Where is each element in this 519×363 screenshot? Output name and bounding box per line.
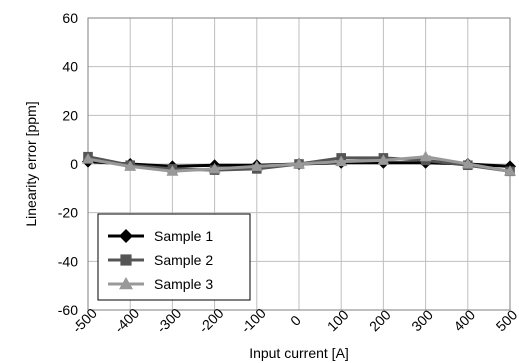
triangle-marker [461,158,474,169]
series [82,150,516,177]
legend-label: Sample 3 [154,276,213,292]
legend-label: Sample 2 [154,252,213,268]
x-tick-label: 200 [366,306,394,334]
triangle-marker [335,155,348,167]
y-tick-label: -40 [58,253,78,269]
y-tick-label: 40 [62,59,78,75]
legend-label: Sample 1 [154,228,213,244]
x-tick-label: 500 [493,306,519,334]
y-tick-label: 60 [62,10,78,26]
triangle-marker [504,165,516,176]
legend-entry: Sample 1 [108,228,213,244]
legend: Sample 1 Sample 2 Sample 3 [97,213,251,301]
triangle-marker [293,158,305,169]
diamond-marker [119,229,133,243]
legend-entry: Sample 3 [108,276,213,292]
triangle-marker [119,277,133,290]
x-tick-label: 300 [408,306,436,334]
series-3 [82,150,516,176]
square-marker [120,254,132,266]
y-tick-label: 20 [62,107,78,123]
x-tick-label: -100 [238,305,269,336]
triangle-marker [82,153,94,164]
y-tick-label: 0 [70,156,78,172]
legend-entry: Sample 2 [108,252,213,268]
x-tick-label: -400 [111,305,142,336]
x-tick-label: -300 [153,305,184,336]
x-tick-label: -200 [195,305,226,336]
triangle-marker [208,162,221,174]
triangle-marker [166,165,179,176]
triangle-marker [377,154,390,165]
y-axis-title: Linearity error [ppm] [23,101,39,226]
x-tick-label: 100 [324,306,352,334]
triangle-marker [419,150,432,162]
x-axis-title: Input current [A] [249,345,349,361]
triangle-marker [250,160,263,171]
triangle-marker [124,160,137,171]
y-tick-label: -60 [58,302,78,318]
x-tick-label: 400 [450,306,478,334]
x-tick-label: 0 [287,312,304,329]
y-tick-label: -20 [58,205,78,221]
